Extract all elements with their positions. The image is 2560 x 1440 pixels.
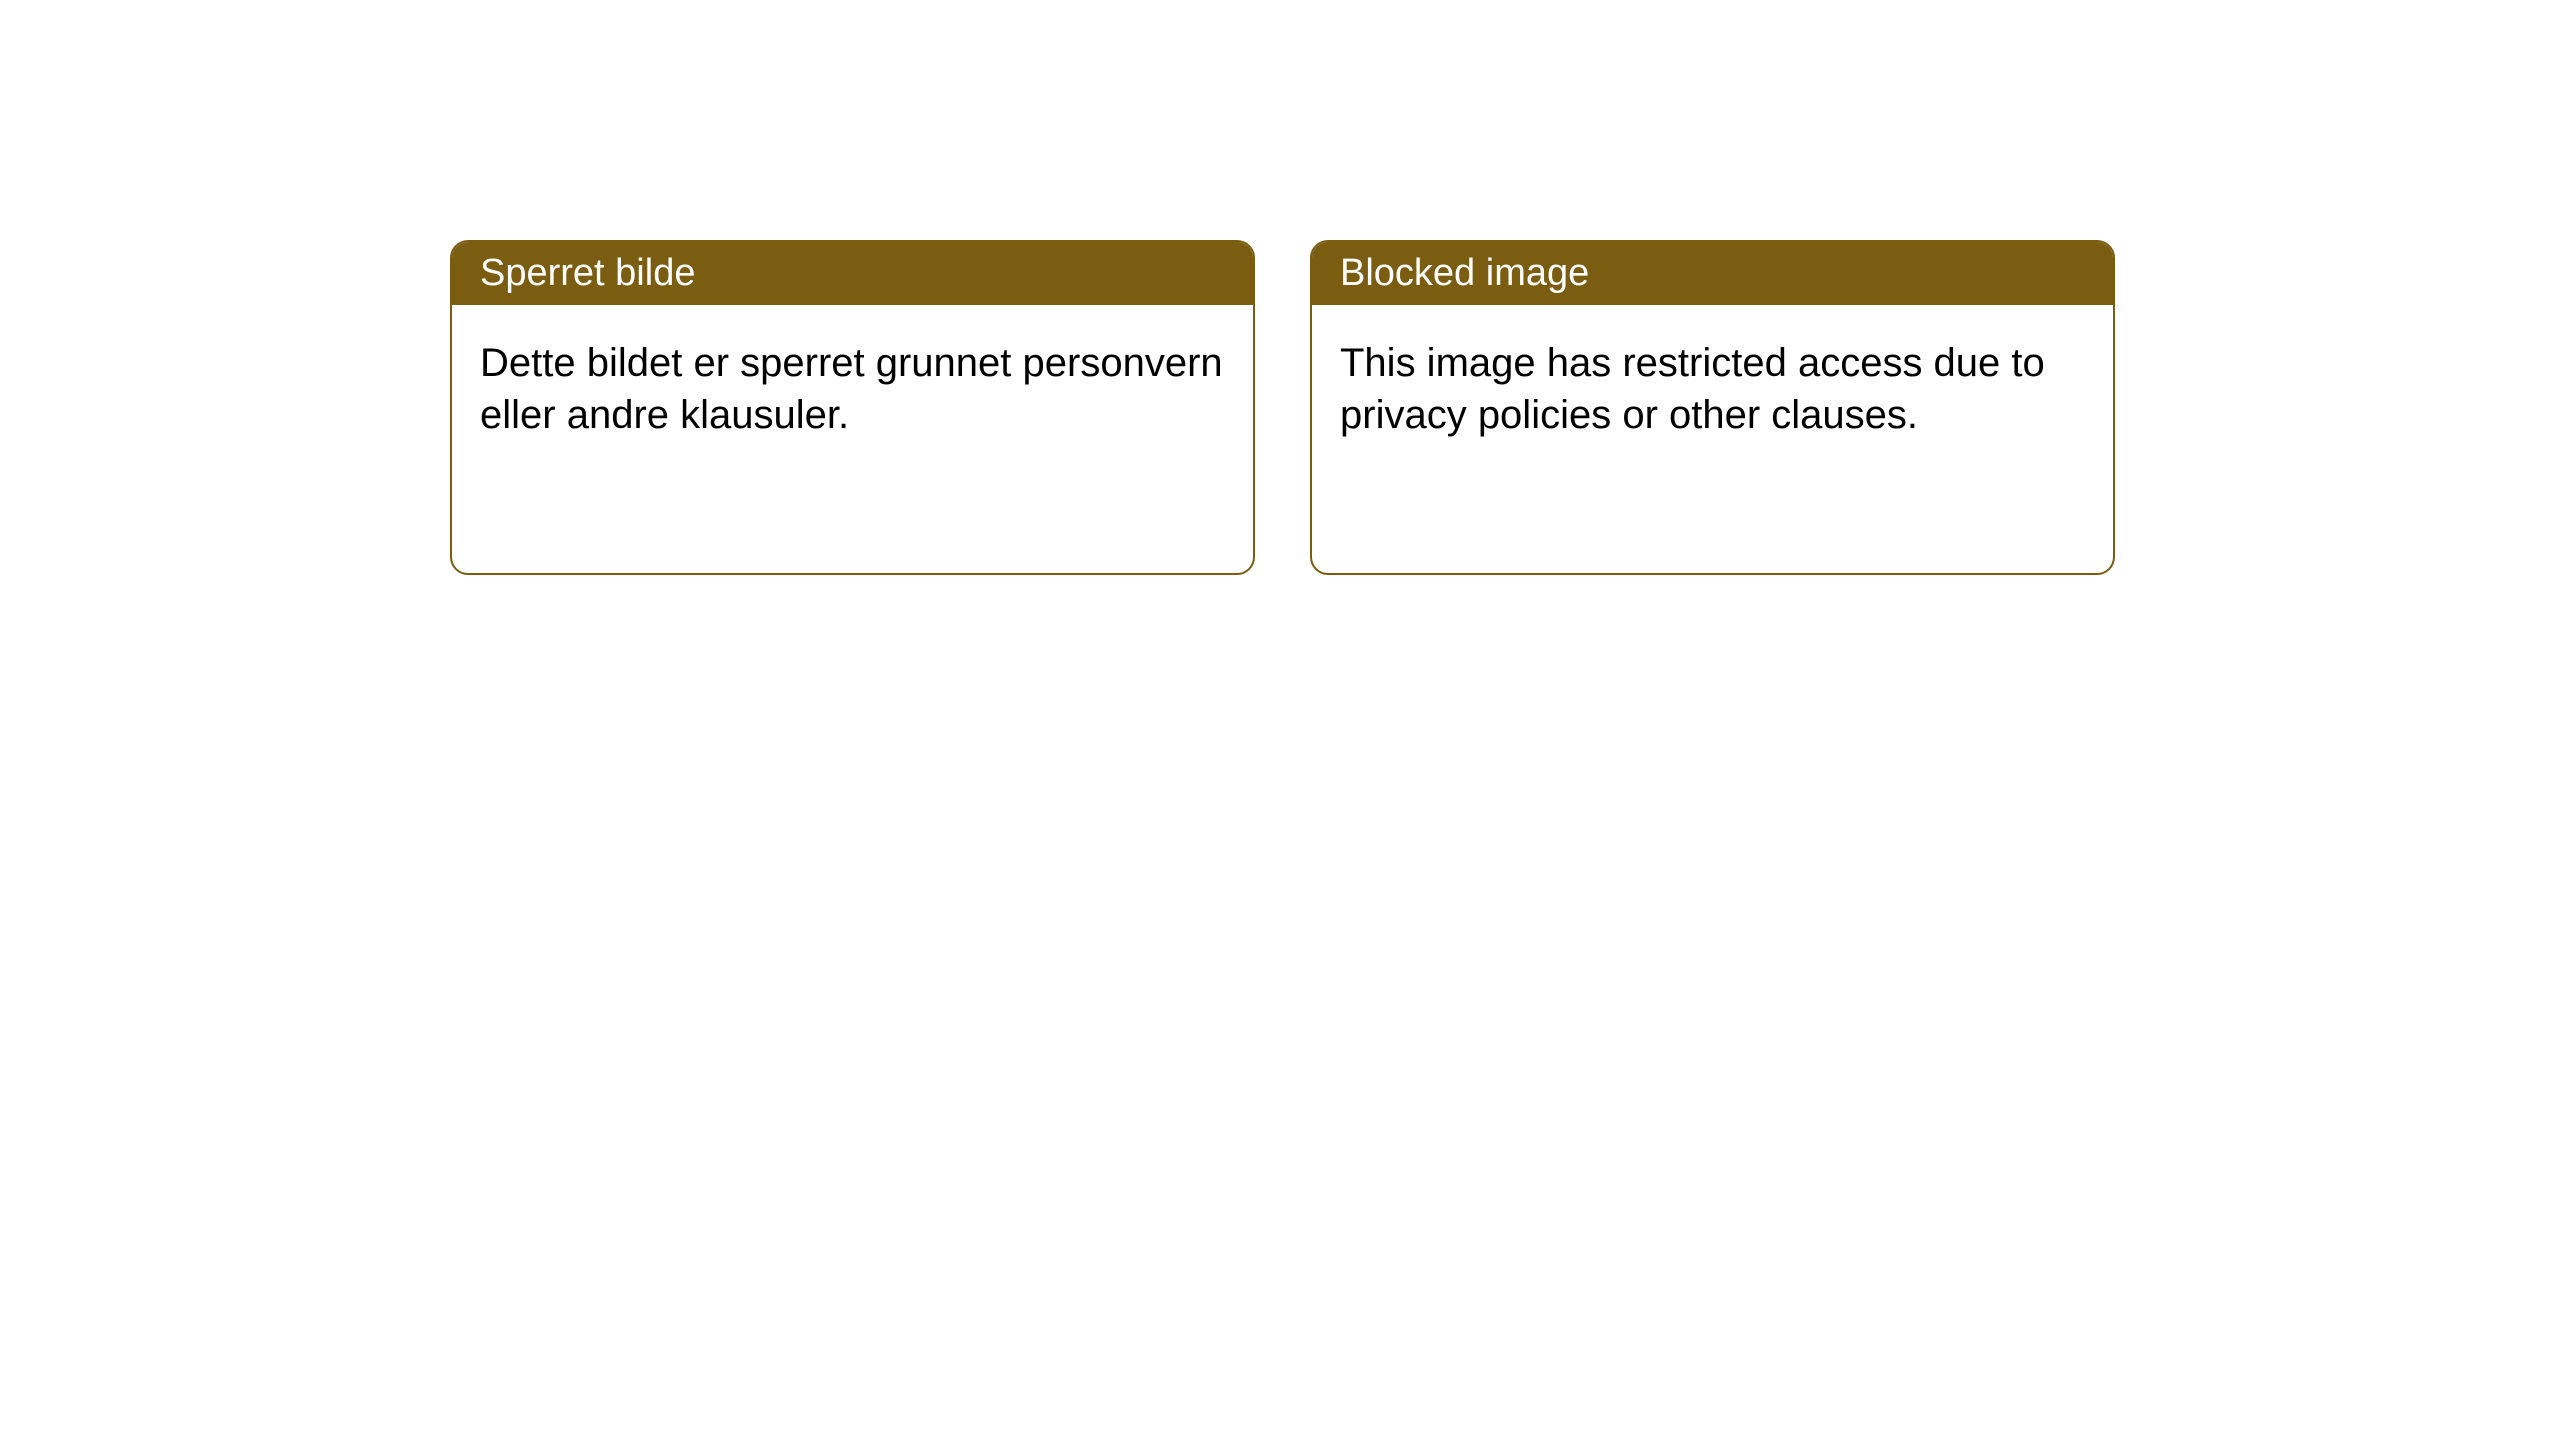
notice-title-english: Blocked image: [1312, 242, 2113, 305]
notice-title-norwegian: Sperret bilde: [452, 242, 1253, 305]
notice-body-english: This image has restricted access due to …: [1312, 305, 2113, 473]
notice-container: Sperret bilde Dette bildet er sperret gr…: [0, 0, 2560, 575]
notice-card-english: Blocked image This image has restricted …: [1310, 240, 2115, 575]
notice-body-norwegian: Dette bildet er sperret grunnet personve…: [452, 305, 1253, 473]
notice-card-norwegian: Sperret bilde Dette bildet er sperret gr…: [450, 240, 1255, 575]
